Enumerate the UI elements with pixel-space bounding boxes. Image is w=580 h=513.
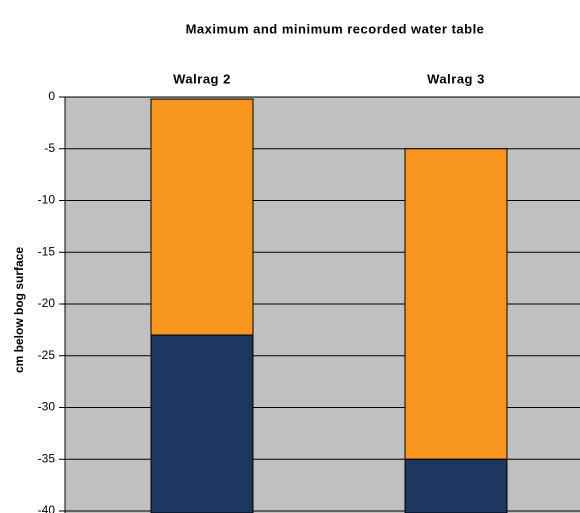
bar-segment: [404, 148, 508, 460]
y-tick-label: -10: [38, 193, 56, 207]
y-tick-label: -25: [38, 348, 56, 362]
y-tick-label: -20: [38, 296, 56, 310]
y-tick-label: -40: [38, 503, 56, 513]
chart-title: Maximum and minimum recorded water table: [186, 21, 485, 36]
bar-segment: [150, 334, 254, 513]
bar-segment: [150, 98, 254, 336]
x-category-label: Walrag 3: [427, 71, 485, 86]
y-axis-label: cm below bog surface: [12, 247, 26, 373]
y-tick-label: -5: [44, 141, 55, 155]
y-tick-label: -15: [38, 244, 56, 258]
bar-segment: [404, 458, 508, 513]
y-tick-label: 0: [48, 89, 55, 103]
y-tick-label: -35: [38, 451, 56, 465]
y-tick-label: -30: [38, 400, 56, 414]
x-category-label: Walrag 2: [173, 71, 231, 86]
